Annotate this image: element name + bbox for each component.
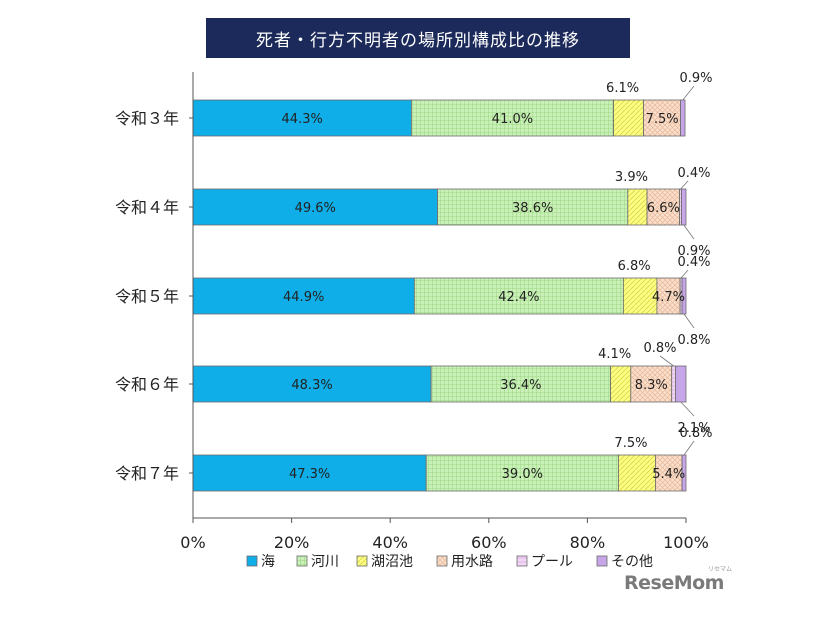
category-label: 令和７年 bbox=[115, 464, 179, 483]
data-label: 3.9% bbox=[615, 170, 648, 185]
data-label: 0.8% bbox=[677, 333, 710, 348]
legend-label: プール bbox=[531, 554, 573, 570]
data-label: 42.4% bbox=[498, 290, 539, 305]
watermark-text: ReseMom bbox=[624, 572, 724, 594]
bar-segment bbox=[613, 99, 645, 137]
category-label: 令和６年 bbox=[115, 375, 179, 394]
x-tick-label: 60% bbox=[471, 533, 507, 552]
bar-segment bbox=[681, 188, 687, 226]
bar-segment bbox=[413, 277, 624, 315]
leader-line bbox=[680, 180, 689, 190]
x-tick-label: 40% bbox=[372, 533, 408, 552]
data-label: 4.7% bbox=[652, 290, 685, 305]
x-tick-label: 20% bbox=[274, 533, 310, 552]
data-label: 38.6% bbox=[512, 201, 553, 216]
bar-segment bbox=[192, 277, 415, 315]
x-tick-label: 100% bbox=[663, 533, 709, 552]
bar-segment bbox=[618, 454, 656, 492]
category-label: 令和３年 bbox=[115, 109, 179, 128]
category-label: 令和５年 bbox=[115, 287, 179, 306]
legend-swatch bbox=[596, 555, 608, 567]
leader-line bbox=[680, 401, 695, 417]
leader-line bbox=[659, 355, 674, 367]
leader-line bbox=[683, 313, 695, 329]
data-label: 44.3% bbox=[282, 112, 323, 127]
data-label: 36.4% bbox=[500, 378, 541, 393]
legend-label: 河川 bbox=[311, 554, 339, 570]
data-label: 0.8% bbox=[679, 426, 712, 441]
data-label: 0.9% bbox=[677, 244, 710, 259]
data-label: 7.5% bbox=[614, 436, 647, 451]
leader-line bbox=[683, 440, 695, 456]
data-label: 0.4% bbox=[677, 166, 710, 181]
data-label: 49.6% bbox=[295, 201, 336, 216]
legend-swatch bbox=[436, 555, 448, 567]
data-labels-group: 44.3% 41.0% 6.1% 7.5% 0.9% 49.6% 38.6% 3.9% 6.6%… bbox=[282, 71, 713, 482]
category-label: 令和４年 bbox=[115, 198, 179, 217]
bar-segment bbox=[646, 188, 680, 226]
legend-swatch bbox=[296, 555, 308, 567]
data-label: 6.6% bbox=[647, 201, 680, 216]
chart-title: 死者・行方不明者の場所別構成比の推移 bbox=[206, 18, 630, 58]
x-tick-label: 0% bbox=[180, 533, 205, 552]
data-label: 2.1% bbox=[677, 421, 710, 436]
leader-line bbox=[682, 85, 695, 101]
legend-label: 用水路 bbox=[451, 554, 493, 570]
bar-segment bbox=[437, 188, 629, 226]
data-label: 41.0% bbox=[492, 112, 533, 127]
data-label: 47.3% bbox=[289, 467, 330, 482]
watermark-subtext: リセマム bbox=[707, 566, 732, 573]
data-label: 0.4% bbox=[677, 255, 710, 270]
data-label: 39.0% bbox=[502, 467, 543, 482]
data-label: 6.1% bbox=[606, 81, 639, 96]
bar-segment bbox=[643, 99, 681, 137]
bar-segment bbox=[630, 365, 673, 403]
legend-swatch bbox=[356, 555, 368, 567]
legend-label: 湖沼池 bbox=[371, 554, 413, 570]
bar-segment bbox=[430, 365, 611, 403]
legend-label: 海 bbox=[261, 554, 275, 570]
leader-line bbox=[680, 269, 689, 279]
legend-swatch bbox=[246, 555, 258, 567]
leader-line bbox=[683, 224, 695, 240]
bar-segment bbox=[622, 277, 658, 315]
x-tick-label: 80% bbox=[570, 533, 606, 552]
data-label: 0.8% bbox=[643, 341, 676, 356]
bar-segment bbox=[627, 188, 648, 226]
data-label: 4.1% bbox=[598, 347, 631, 362]
legend-label: その他 bbox=[611, 554, 653, 570]
data-label: 8.3% bbox=[635, 378, 668, 393]
bar-segment bbox=[192, 188, 438, 226]
bar-segment bbox=[192, 99, 412, 137]
bars-group bbox=[192, 99, 687, 492]
bar-segment bbox=[192, 365, 432, 403]
bar-segment bbox=[680, 99, 686, 137]
legend-group: 海 河川 湖沼池 用水路 プール その他 bbox=[246, 554, 653, 570]
legend-swatch bbox=[516, 555, 528, 567]
data-label: 44.9% bbox=[283, 290, 324, 305]
data-label: 0.9% bbox=[679, 71, 712, 86]
data-label: 7.5% bbox=[646, 112, 679, 127]
watermark-logo: ReseMom リセマム bbox=[624, 566, 732, 594]
data-label: 5.4% bbox=[652, 467, 685, 482]
data-label: 6.8% bbox=[618, 259, 651, 274]
bar-segment bbox=[610, 365, 632, 403]
bar-segment bbox=[675, 365, 687, 403]
data-label: 48.3% bbox=[291, 378, 332, 393]
bar-segment bbox=[671, 365, 677, 403]
